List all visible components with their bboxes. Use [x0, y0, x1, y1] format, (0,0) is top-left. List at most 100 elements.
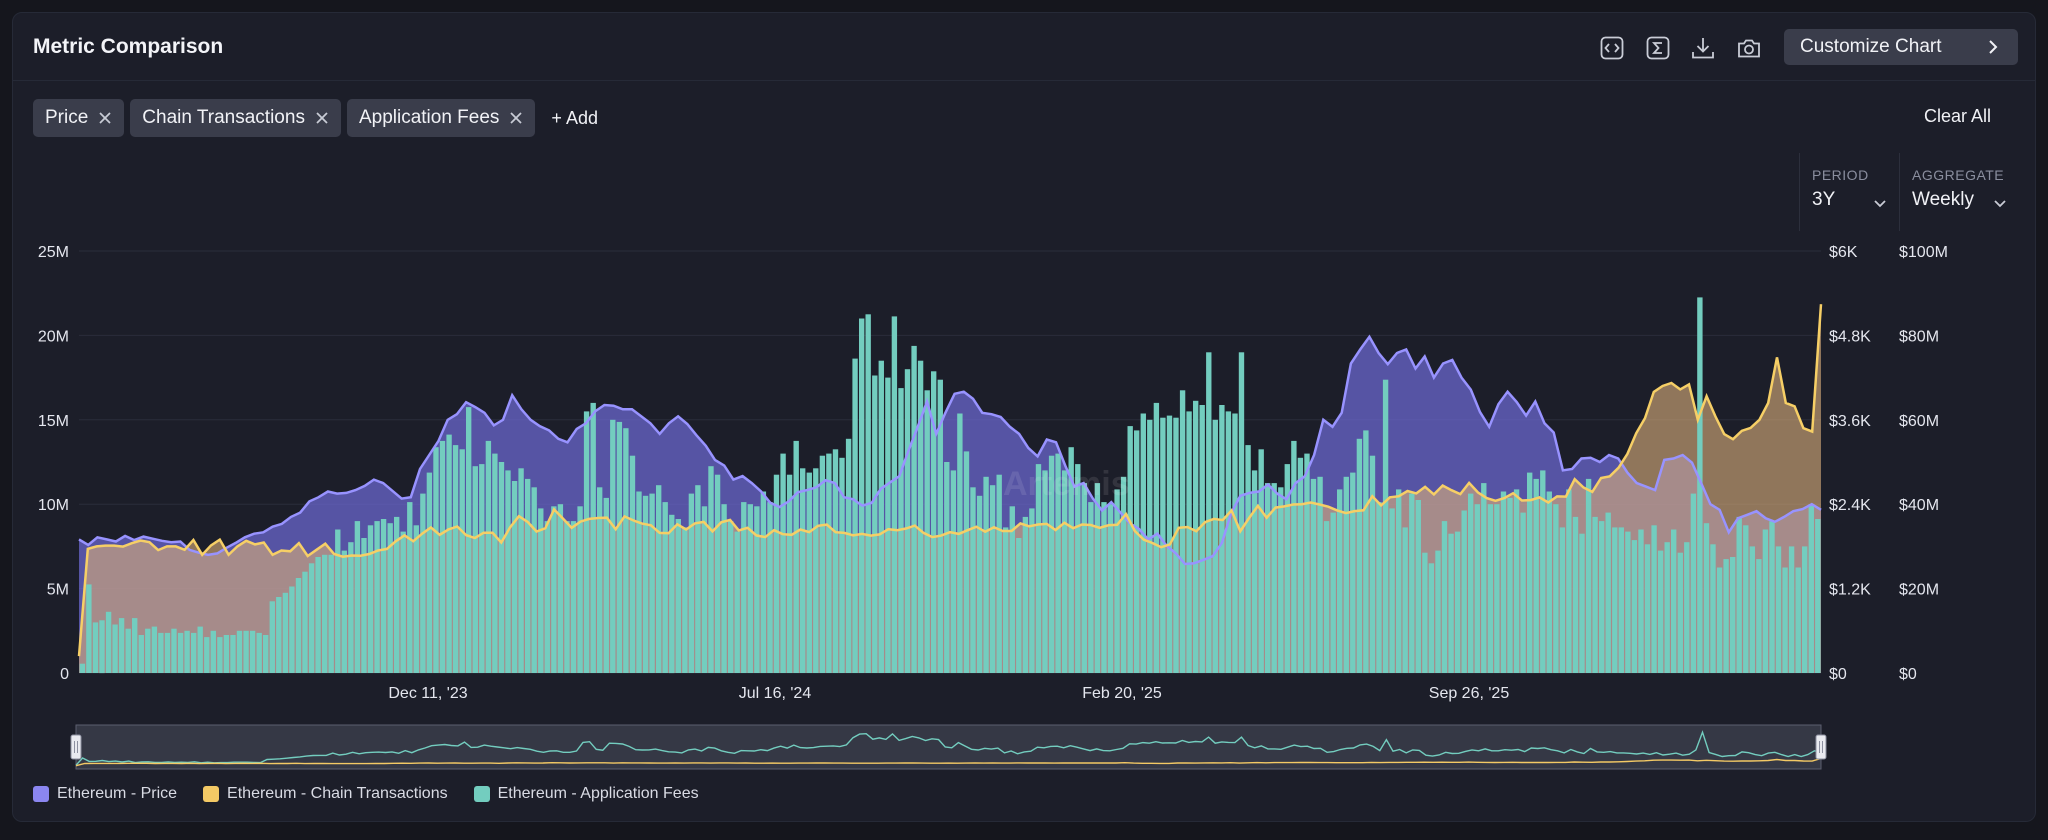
application-fees-bar: [171, 628, 177, 673]
application-fees-bar: [505, 470, 511, 673]
application-fees-bar: [184, 630, 190, 673]
add-metric-button[interactable]: + Add: [551, 107, 598, 128]
application-fees-bar: [1507, 497, 1513, 673]
application-fees-bar: [1323, 521, 1330, 673]
application-fees-bar: [1337, 489, 1343, 673]
application-fees-bar: [701, 506, 708, 673]
period-label: PERIOD: [1812, 167, 1869, 183]
application-fees-bar: [276, 597, 282, 673]
chip-chain-transactions[interactable]: Chain Transactions: [130, 99, 341, 137]
application-fees-bar: [1756, 559, 1762, 673]
legend-label: Ethereum - Chain Transactions: [227, 785, 448, 802]
chevron-down-icon: [1994, 200, 2006, 208]
y-tick-right-price: $4.8K: [1829, 328, 1871, 345]
y-tick-right-fees: $40M: [1899, 497, 1939, 514]
application-fees-bar: [1703, 523, 1710, 673]
application-fees-bar: [1736, 516, 1742, 673]
application-fees-bar: [138, 635, 144, 673]
application-fees-bar: [1513, 489, 1520, 673]
application-fees-bar: [525, 478, 531, 673]
application-fees-bar: [1317, 476, 1323, 673]
y-tick-right-fees: $20M: [1899, 582, 1939, 599]
legend-item-chain-transactions[interactable]: Ethereum - Chain Transactions: [203, 785, 448, 803]
application-fees-bar: [479, 464, 485, 673]
application-fees-bar: [1297, 457, 1304, 673]
application-fees-bar: [813, 468, 819, 673]
close-icon[interactable]: [509, 111, 523, 125]
application-fees-bar: [1540, 470, 1546, 673]
customize-chart-button[interactable]: Customize Chart: [1784, 29, 2018, 65]
application-fees-bar: [1454, 531, 1461, 673]
chip-label: Price: [45, 107, 89, 128]
application-fees-bar: [963, 451, 970, 673]
application-fees-bar: [741, 502, 747, 673]
application-fees-bar: [1193, 400, 1199, 673]
application-fees-bar: [1042, 470, 1048, 673]
application-fees-bar: [931, 371, 937, 673]
page-title: Metric Comparison: [33, 35, 224, 58]
application-fees-bars: [79, 297, 1821, 674]
y-tick-left: 10M: [38, 497, 69, 514]
application-fees-bar: [970, 487, 976, 673]
application-fees-bar: [669, 514, 675, 674]
application-fees-bar: [872, 375, 878, 673]
application-fees-bar: [1245, 445, 1251, 673]
application-fees-bar: [590, 402, 596, 673]
chip-price[interactable]: Price: [33, 99, 125, 137]
legend-item-application-fees[interactable]: Ethereum - Application Fees: [473, 785, 699, 803]
application-fees-bar: [891, 316, 898, 673]
sigma-icon[interactable]: [1643, 33, 1673, 63]
application-fees-bar: [1107, 504, 1114, 673]
chip-application-fees[interactable]: Application Fees: [346, 99, 536, 137]
aggregate-select[interactable]: AGGREGATE Weekly: [1899, 153, 2011, 231]
application-fees-bar: [230, 635, 236, 673]
application-fees-bar: [466, 407, 472, 673]
panel-header: Metric Comparison Customize: [13, 13, 2035, 81]
period-select[interactable]: PERIOD 3Y: [1799, 153, 1899, 231]
application-fees-bar: [826, 453, 832, 673]
application-fees-bar: [387, 523, 393, 673]
application-fees-bar: [1788, 546, 1795, 673]
application-fees-bar: [682, 527, 688, 673]
application-fees-bar: [204, 637, 210, 673]
range-handle[interactable]: [1815, 734, 1827, 760]
application-fees-bar: [118, 618, 125, 673]
application-fees-bar: [92, 622, 99, 673]
application-fees-bar: [629, 455, 636, 673]
application-fees-bar: [1500, 491, 1507, 673]
chart[interactable]: 0 $0 $0 5M $1.2K $20M 10M $2.4K $40M 15M $3.6K $60M…: [13, 13, 2036, 773]
application-fees-bar: [1278, 487, 1284, 673]
application-fees-bar: [1134, 430, 1140, 673]
application-fees-bar: [295, 578, 302, 673]
x-tick-label: Sep 26, '25: [1429, 685, 1510, 702]
application-fees-bar: [767, 502, 773, 673]
legend-swatch: [33, 786, 49, 802]
download-icon[interactable]: [1688, 33, 1718, 63]
code-icon[interactable]: [1597, 33, 1627, 63]
camera-icon[interactable]: [1734, 33, 1764, 63]
legend-item-price[interactable]: Ethereum - Price: [33, 785, 177, 803]
application-fees-bar: [662, 502, 668, 673]
application-fees-bar: [1035, 464, 1042, 673]
application-fees-bar: [1671, 529, 1677, 673]
application-fees-bar: [223, 635, 230, 673]
application-fees-bar: [164, 632, 171, 673]
application-fees-bar: [354, 521, 361, 673]
application-fees-bar: [236, 630, 243, 673]
range-handle[interactable]: [70, 734, 82, 760]
y-tick-right-price: $3.6K: [1829, 413, 1871, 430]
application-fees-bar: [452, 445, 459, 673]
close-icon[interactable]: [98, 111, 112, 125]
application-fees-bar: [1048, 455, 1055, 673]
application-fees-bar: [1055, 453, 1061, 673]
application-fees-bar: [721, 504, 727, 673]
application-fees-bar: [86, 584, 92, 673]
aggregate-label: AGGREGATE: [1912, 167, 2005, 183]
close-icon[interactable]: [315, 111, 329, 125]
clear-all-button[interactable]: Clear All: [1923, 106, 1991, 126]
application-fees-bar: [1808, 504, 1814, 673]
y-tick-left: 20M: [38, 328, 69, 345]
application-fees-bar: [924, 390, 930, 673]
application-fees-bar: [1094, 483, 1101, 673]
chevron-down-icon: [1874, 200, 1886, 208]
